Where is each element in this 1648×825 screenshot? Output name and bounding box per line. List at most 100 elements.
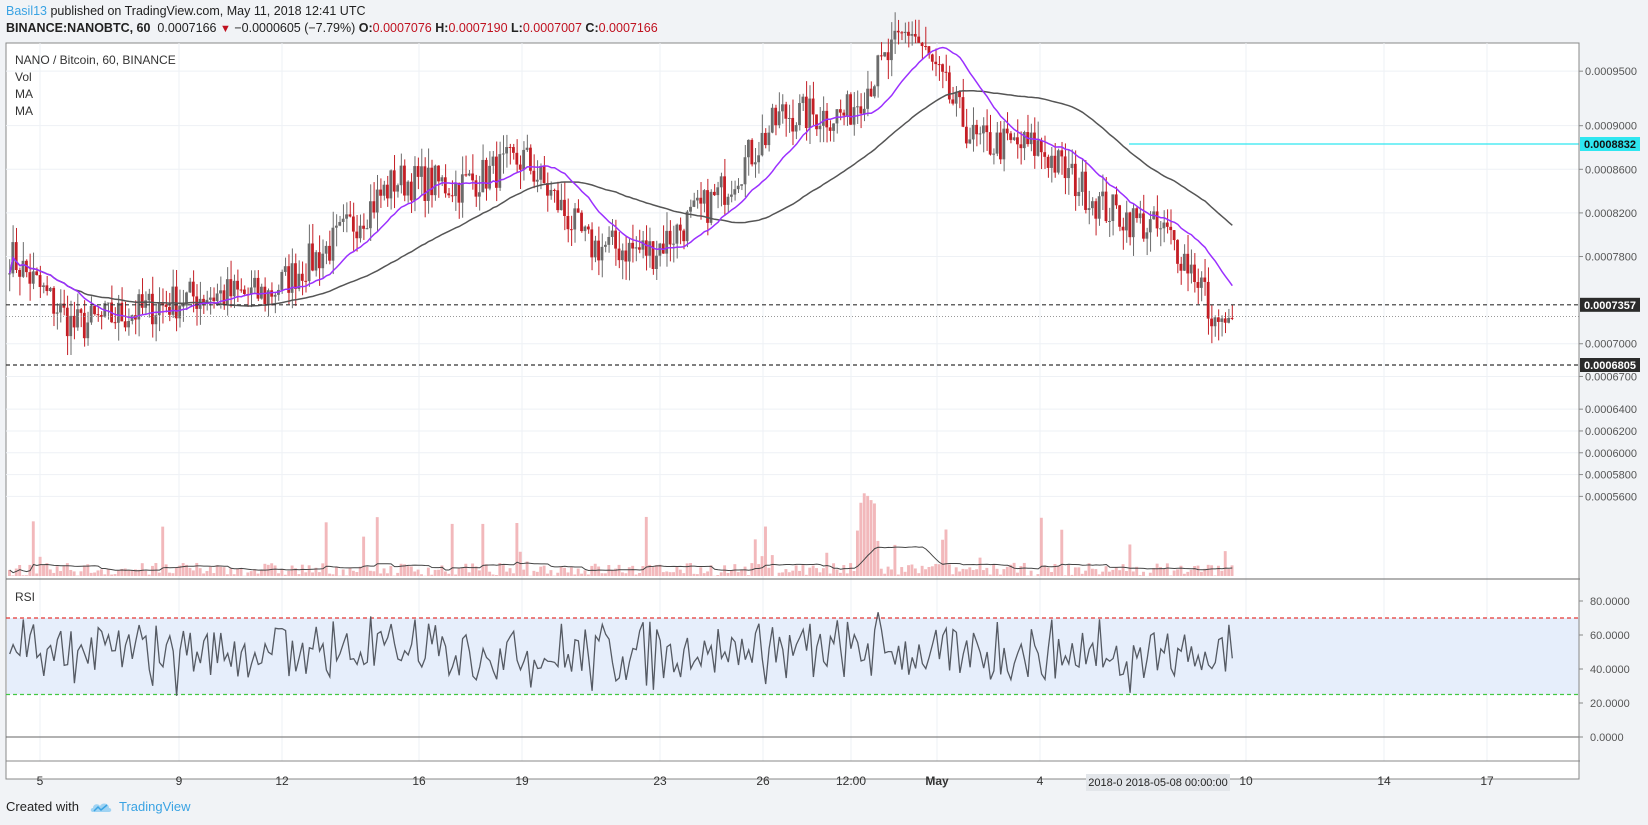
volume-bar: [1121, 564, 1125, 576]
candle-body: [621, 250, 624, 261]
candle-body: [123, 321, 127, 328]
candle-body: [161, 303, 165, 305]
volume-bar: [365, 566, 369, 576]
volume-bar: [794, 565, 798, 576]
candle-body: [672, 243, 675, 245]
volume-bar: [379, 573, 383, 576]
candle-body: [781, 104, 784, 112]
candle-body: [454, 182, 457, 197]
candle-body: [542, 165, 546, 184]
candle-body: [464, 174, 468, 176]
volume-bar: [767, 567, 771, 576]
candle-body: [716, 187, 720, 196]
volume-bar: [494, 574, 498, 576]
chart-title: NANO / Bitcoin, 60, BINANCE: [15, 53, 176, 67]
candle-body: [1016, 137, 1019, 145]
candle-body: [406, 181, 410, 196]
candle-body: [314, 252, 318, 271]
volume-bar: [1077, 567, 1081, 576]
volume-bar: [1186, 571, 1190, 576]
candle-body: [627, 242, 631, 262]
candle-body: [1111, 194, 1115, 222]
candle-body: [961, 97, 965, 127]
volume-bar: [726, 572, 730, 576]
candle-body: [1216, 317, 1220, 322]
time-tick-label: 4: [1037, 774, 1044, 788]
candle-body: [481, 159, 485, 193]
candle-body: [1067, 168, 1070, 179]
volume-bar: [535, 571, 539, 576]
volume-bar: [239, 568, 243, 576]
candle-body: [164, 304, 168, 307]
candle-body: [559, 199, 563, 211]
ma-fast-line: [8, 46, 1233, 319]
candle-body: [328, 245, 331, 261]
candle-body: [723, 176, 726, 205]
volume-bar: [375, 517, 379, 576]
time-axis[interactable]: 5 9 12 16 19 23 26 12:00 May 4 10 14 17 2018-0 2018-0…: [37, 774, 1494, 791]
price-badge: [1580, 297, 1640, 312]
candle-body: [494, 156, 498, 188]
volume-bar: [624, 573, 628, 576]
candle-body: [120, 302, 124, 322]
candle-body: [818, 125, 822, 130]
volume-bar: [157, 572, 161, 576]
volume-bar: [658, 564, 662, 576]
candle-body: [546, 183, 549, 196]
volume-bar: [249, 571, 253, 576]
volume-bar: [1080, 573, 1084, 576]
volume-bar: [1053, 563, 1057, 576]
candle-body: [610, 230, 614, 237]
candle-body: [1199, 277, 1203, 288]
volume-bar: [1216, 565, 1220, 576]
volume-bar: [736, 572, 740, 576]
candle-body: [590, 229, 594, 258]
candle-body: [447, 193, 451, 196]
candle-body: [968, 139, 972, 144]
volume-bar: [743, 566, 747, 576]
volume-bar: [757, 564, 761, 576]
candle-body: [31, 271, 35, 284]
volume-bar: [1138, 575, 1142, 576]
candle-body: [505, 147, 509, 154]
candle-body: [1080, 171, 1084, 192]
volume-bar: [621, 572, 624, 576]
candle-body: [924, 46, 927, 48]
candle-body: [821, 110, 825, 126]
candle-body: [1107, 221, 1111, 223]
volume-bar: [539, 566, 543, 576]
candle-body: [624, 250, 628, 262]
volume-bar: [944, 529, 948, 576]
volume-bar: [413, 571, 417, 576]
ma-label-1: MA: [15, 87, 33, 101]
candle-body: [539, 165, 543, 180]
candle-body: [1176, 240, 1179, 264]
time-tick-label: 12: [275, 774, 289, 788]
volume-bar: [1193, 566, 1197, 576]
price-axis[interactable]: 0.0009500 0.0009000 0.0008600 0.0008200 0.00…: [1579, 66, 1640, 744]
volume-bar: [815, 568, 819, 576]
candle-body: [685, 211, 689, 242]
volume-bar: [777, 572, 781, 576]
volume-bar: [396, 572, 400, 576]
candle-body: [1077, 191, 1081, 197]
candle-body: [576, 208, 580, 213]
volume-bar: [236, 568, 240, 576]
volume-bar: [723, 565, 727, 576]
candle-body: [399, 165, 403, 186]
volume-bar: [832, 563, 836, 576]
price-badge: [1580, 137, 1640, 151]
tradingview-link[interactable]: TradingView: [118, 799, 191, 814]
price-tick-label: 0.0009500: [1585, 66, 1637, 78]
volume-bar: [627, 567, 631, 576]
candle-body: [205, 299, 209, 303]
author-link[interactable]: Basil13: [6, 4, 47, 18]
volume-bar: [804, 574, 808, 576]
candle-body: [1196, 282, 1200, 288]
ohlc-legend: BINANCE:NANOBTC, 60 0.0007166 ▼ −0.00006…: [6, 21, 658, 35]
candle-body: [147, 293, 151, 301]
candle-body: [1002, 128, 1006, 160]
volume-bar: [614, 568, 618, 576]
volume-bar: [719, 572, 723, 576]
